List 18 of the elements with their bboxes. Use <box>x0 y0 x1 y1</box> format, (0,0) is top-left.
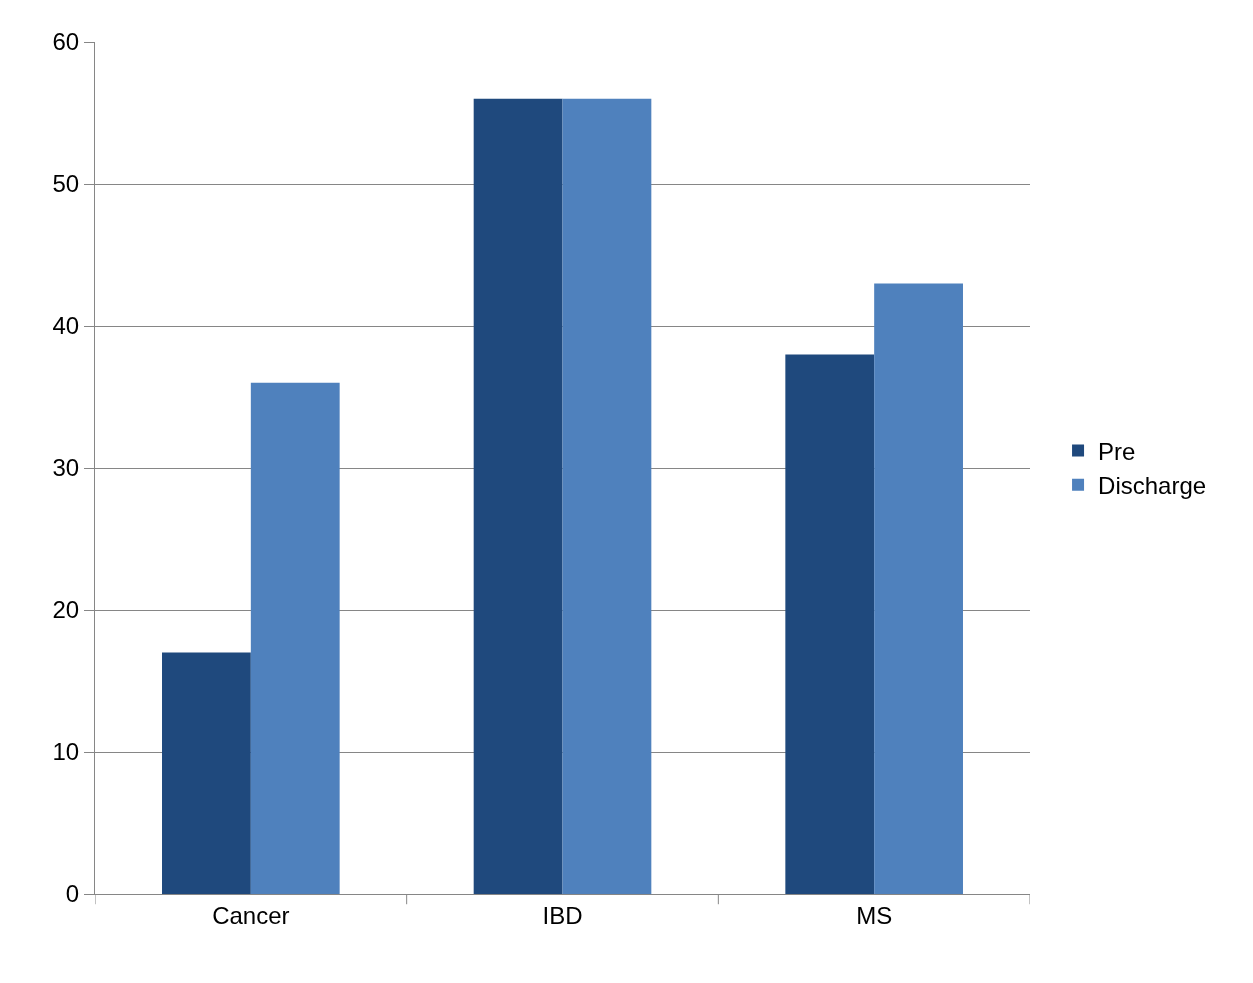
bar <box>162 652 251 894</box>
bar <box>785 354 875 894</box>
y-tick-label: 60 <box>52 28 80 56</box>
bar <box>562 98 652 894</box>
y-tick-label: 50 <box>52 170 80 198</box>
bar <box>473 98 563 894</box>
legend-label: Discharge <box>1098 472 1207 500</box>
bar <box>250 382 340 894</box>
y-tick-label: 30 <box>52 454 80 482</box>
y-tick-label: 20 <box>52 596 80 624</box>
legend-label: Pre <box>1098 437 1136 465</box>
y-tick-label: 0 <box>65 880 80 908</box>
x-tick-label: MS <box>856 901 893 929</box>
x-tick-label: IBD <box>542 901 583 929</box>
y-tick-label: 40 <box>52 312 80 340</box>
bar <box>874 283 963 894</box>
x-tick-label: Cancer <box>212 901 290 929</box>
y-tick-label: 10 <box>52 738 80 766</box>
